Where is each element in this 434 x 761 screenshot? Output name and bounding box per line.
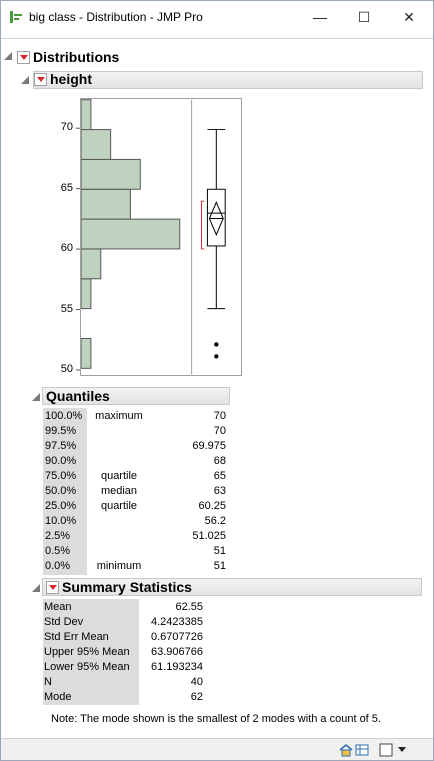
quantile-value: 51 <box>213 545 226 557</box>
disclosure-triangle-icon[interactable] <box>32 393 40 401</box>
histogram-bar <box>81 337 92 369</box>
histogram-bar <box>81 188 131 220</box>
summary-value: 4.2423385 <box>151 616 203 628</box>
quantile-value: 69.975 <box>192 440 226 452</box>
outlier-point <box>214 342 219 347</box>
histogram-bar <box>81 248 102 280</box>
histogram-bar <box>81 158 141 190</box>
summary-label-column-shade <box>43 599 139 705</box>
quantile-label: quartile <box>100 470 138 482</box>
disclosure-triangle-icon[interactable] <box>21 76 29 84</box>
y-tick-label: 65 <box>60 181 73 194</box>
close-icon: ✕ <box>403 8 415 25</box>
maximize-icon: ☐ <box>357 8 371 25</box>
quantile-label: quartile <box>100 500 138 512</box>
quantile-pct: 99.5% <box>45 425 77 437</box>
summary-title: Summary Statistics <box>62 579 192 595</box>
shortest-half-bracket <box>201 200 205 250</box>
quantile-pct: 0.0% <box>45 560 71 572</box>
window-list-icon[interactable] <box>379 743 393 757</box>
quantile-pct: 100.0% <box>45 410 83 422</box>
outlier-point <box>214 354 219 359</box>
distributions-red-triangle-menu[interactable] <box>17 51 30 64</box>
mode-note: Note: The mode shown is the smallest of … <box>51 713 381 725</box>
disclosure-triangle-icon[interactable] <box>32 584 40 592</box>
quantiles-title: Quantiles <box>46 388 110 404</box>
quantile-pct: 2.5% <box>45 530 71 542</box>
quantile-value: 60.25 <box>198 500 226 512</box>
histogram-bar <box>81 99 92 131</box>
histogram-bar <box>81 129 112 160</box>
quantile-value: 56.2 <box>204 515 226 527</box>
quantiles-percent-column-shade <box>43 408 87 575</box>
quantile-pct: 50.0% <box>45 485 77 497</box>
summary-value: 61.193234 <box>151 661 203 673</box>
close-button[interactable]: ✕ <box>386 1 432 33</box>
status-bar <box>1 738 433 760</box>
quantiles-header-bar <box>42 387 230 405</box>
y-axis <box>76 127 80 371</box>
histogram-boxplot-chart <box>80 98 242 376</box>
height-red-triangle-menu[interactable] <box>34 73 47 86</box>
window-title: big class - Distribution - JMP Pro <box>29 10 203 24</box>
y-tick-label: 70 <box>60 121 73 134</box>
quantile-pct: 90.0% <box>45 455 77 467</box>
height-header-bar <box>33 71 423 89</box>
mean-diamond <box>208 201 224 236</box>
summary-header-bar <box>42 578 422 596</box>
distributions-title: Distributions <box>33 49 120 65</box>
summary-label: Std Err Mean <box>44 631 109 643</box>
histogram-bar <box>81 218 181 250</box>
y-tick-label: 55 <box>60 302 73 315</box>
minimize-icon: — <box>313 9 327 25</box>
quantile-pct: 0.5% <box>45 545 71 557</box>
summary-label: Upper 95% Mean <box>44 646 130 658</box>
quantile-pct: 75.0% <box>45 470 77 482</box>
quartile-box <box>206 188 226 247</box>
y-tick-label: 50 <box>60 362 73 375</box>
quantile-pct: 25.0% <box>45 500 77 512</box>
summary-label: N <box>44 676 52 688</box>
quantile-value: 68 <box>213 455 226 467</box>
height-title: height <box>50 71 92 87</box>
title-bar: big class - Distribution - JMP Pro — ☐ ✕ <box>1 1 433 33</box>
data-table-icon[interactable] <box>355 743 369 757</box>
quantile-value: 51.025 <box>192 530 226 542</box>
minimize-button[interactable]: — <box>297 1 343 33</box>
quantile-label: minimum <box>96 560 142 572</box>
home-icon[interactable] <box>339 743 353 757</box>
chevron-down-icon[interactable] <box>397 746 407 754</box>
summary-value: 40 <box>190 676 203 688</box>
jmp-distribution-icon <box>10 11 22 23</box>
summary-value: 0.6707726 <box>151 631 203 643</box>
summary-value: 63.906766 <box>151 646 203 658</box>
quantile-value: 70 <box>213 410 226 422</box>
summary-red-triangle-menu[interactable] <box>46 581 59 594</box>
disclosure-triangle-icon[interactable] <box>4 52 12 60</box>
summary-label: Std Dev <box>44 616 84 628</box>
summary-label: Mode <box>44 691 72 703</box>
quantile-value: 70 <box>213 425 226 437</box>
quantile-pct: 97.5% <box>45 440 77 452</box>
summary-value: 62.55 <box>175 601 203 613</box>
title-separator <box>1 38 433 39</box>
quantile-label: median <box>100 485 138 497</box>
summary-label: Lower 95% Mean <box>44 661 130 673</box>
histogram-bar <box>81 278 92 310</box>
quantile-value: 63 <box>213 485 226 497</box>
summary-value: 62 <box>190 691 203 703</box>
quantile-pct: 10.0% <box>45 515 77 527</box>
maximize-button[interactable]: ☐ <box>341 1 387 33</box>
quantile-label: maximum <box>95 410 143 422</box>
summary-label: Mean <box>44 601 72 613</box>
y-tick-label: 60 <box>60 242 73 255</box>
quantile-value: 65 <box>213 470 226 482</box>
quantile-value: 51 <box>213 560 226 572</box>
